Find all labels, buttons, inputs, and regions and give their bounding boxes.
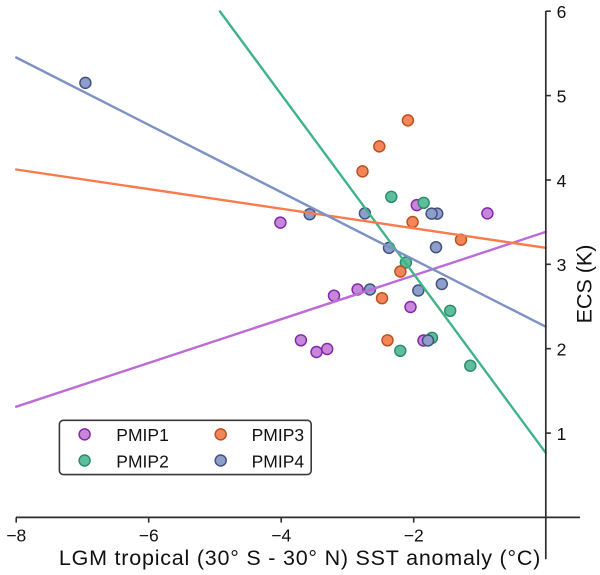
svg-text:3: 3 bbox=[557, 255, 567, 275]
svg-text:2: 2 bbox=[557, 340, 567, 360]
svg-text:−4: −4 bbox=[271, 526, 291, 546]
svg-text:5: 5 bbox=[557, 87, 567, 107]
svg-text:6: 6 bbox=[557, 2, 567, 22]
svg-text:PMIP4: PMIP4 bbox=[252, 451, 305, 471]
svg-text:−2: −2 bbox=[404, 526, 424, 546]
svg-text:PMIP2: PMIP2 bbox=[116, 451, 169, 471]
svg-text:4: 4 bbox=[557, 171, 567, 191]
svg-text:ECS (K): ECS (K) bbox=[572, 245, 596, 324]
svg-text:1: 1 bbox=[557, 424, 567, 444]
svg-text:PMIP3: PMIP3 bbox=[252, 425, 305, 445]
svg-text:PMIP1: PMIP1 bbox=[116, 425, 169, 445]
svg-text:−6: −6 bbox=[139, 526, 159, 546]
svg-text:LGM tropical (30° S - 30° N) S: LGM tropical (30° S - 30° N) SST anomaly… bbox=[59, 546, 541, 570]
svg-text:−8: −8 bbox=[6, 526, 26, 546]
